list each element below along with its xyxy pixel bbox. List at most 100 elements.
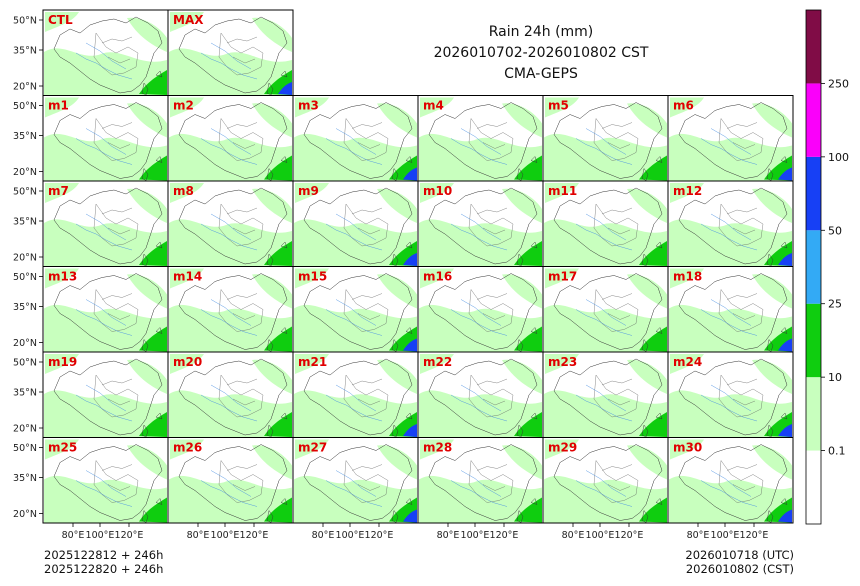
light-rain-area bbox=[127, 188, 167, 223]
heavy-rain-area bbox=[403, 167, 417, 181]
map-panel: m21 bbox=[292, 351, 419, 438]
latitude-ticks: 50°N 35°N 20°N 50°N 35°N 20°N 50°N 35°N 20°N 50°N… bbox=[13, 16, 43, 520]
lon-tick-label: 80°E bbox=[562, 530, 585, 541]
map-panel: m7 bbox=[42, 180, 169, 267]
light-rain-area bbox=[295, 439, 329, 460]
panel-label: MAX bbox=[173, 13, 204, 27]
light-rain-area bbox=[127, 17, 167, 52]
light-rain-area bbox=[419, 475, 542, 523]
light-rain-area bbox=[44, 475, 167, 523]
map-panel: m19 bbox=[42, 351, 169, 438]
title-line-1: Rain 24h (mm) bbox=[489, 24, 594, 40]
light-rain-area bbox=[502, 359, 542, 394]
light-rain-area bbox=[669, 219, 792, 266]
light-rain-area bbox=[44, 390, 167, 437]
colorbar-label: 100 bbox=[828, 151, 849, 164]
light-rain-area bbox=[419, 304, 542, 352]
colorbar-segment bbox=[806, 377, 821, 451]
light-rain-area bbox=[45, 439, 79, 460]
light-rain-area bbox=[502, 274, 542, 309]
light-rain-area bbox=[420, 183, 454, 203]
light-rain-area bbox=[295, 268, 329, 289]
lon-tick-label: 100°E bbox=[586, 530, 615, 541]
title-line-2: 2026010702-2026010802 CST bbox=[434, 45, 649, 61]
lon-tick-label: 100°E bbox=[211, 530, 240, 541]
colorbar-label: 50 bbox=[828, 224, 842, 237]
lat-tick-label: 35°N bbox=[13, 131, 37, 142]
light-rain-area bbox=[169, 48, 292, 95]
light-rain-area bbox=[44, 48, 167, 95]
heavy-rain-area bbox=[778, 253, 792, 266]
light-rain-area bbox=[544, 219, 667, 266]
map-panel: m17 bbox=[542, 266, 669, 353]
colorbar: 0.1 10 25 50 100 250 bbox=[805, 9, 849, 525]
panel-label: m27 bbox=[298, 441, 327, 455]
panel-grid: CTL MAX m1 m2 m3 m4 m5 m6 m7 m8 m9 m10 m11 m12 m13 m14 m… bbox=[42, 9, 794, 524]
light-rain-area bbox=[627, 274, 667, 309]
light-rain-area bbox=[169, 390, 292, 437]
panel-frame bbox=[667, 437, 794, 524]
lon-tick-label: 100°E bbox=[336, 530, 365, 541]
map-panel: m16 bbox=[417, 266, 544, 353]
lat-tick-label: 20°N bbox=[13, 509, 37, 520]
light-rain-area bbox=[170, 439, 204, 460]
lon-tick-label: 80°E bbox=[312, 530, 335, 541]
panel-label: m11 bbox=[548, 184, 577, 198]
light-rain-area bbox=[170, 354, 204, 374]
lon-tick-label: 120°E bbox=[365, 530, 394, 541]
colorbar-label: 25 bbox=[828, 298, 842, 311]
light-rain-area bbox=[295, 183, 329, 203]
panel-label: m25 bbox=[48, 441, 77, 455]
light-rain-area bbox=[45, 97, 79, 118]
light-rain-area bbox=[377, 274, 417, 309]
valid-cst: 2026010802 (CST) bbox=[685, 562, 794, 576]
light-rain-area bbox=[377, 188, 417, 223]
lon-tick-label: 100°E bbox=[461, 530, 490, 541]
lat-tick-label: 50°N bbox=[13, 16, 37, 27]
light-rain-area bbox=[170, 268, 204, 289]
map-panel: m30 bbox=[667, 437, 794, 524]
light-rain-area bbox=[669, 133, 792, 181]
light-rain-area bbox=[295, 354, 329, 374]
panel-label: m8 bbox=[173, 184, 194, 198]
heavy-rain-area bbox=[403, 424, 417, 437]
heavy-rain-area bbox=[403, 253, 417, 266]
light-rain-area bbox=[419, 219, 542, 266]
colorbar-label: 250 bbox=[828, 77, 849, 90]
light-rain-area bbox=[294, 133, 417, 181]
map-panel: m27 bbox=[292, 437, 419, 524]
light-rain-area bbox=[502, 445, 542, 480]
colorbar-frame bbox=[805, 9, 822, 525]
map-panel: m22 bbox=[417, 351, 544, 438]
colorbar-segment bbox=[806, 83, 821, 157]
colorbar-label: 0.1 bbox=[828, 445, 846, 458]
lat-tick-label: 35°N bbox=[13, 388, 37, 399]
panel-label: m1 bbox=[48, 99, 69, 113]
lon-tick-label: 80°E bbox=[437, 530, 460, 541]
heavy-rain-area bbox=[403, 509, 417, 523]
light-rain-area bbox=[127, 274, 167, 309]
light-rain-area bbox=[169, 475, 292, 523]
light-rain-area bbox=[127, 103, 167, 138]
map-panel: m3 bbox=[292, 95, 419, 182]
panel-label: m29 bbox=[548, 441, 577, 455]
light-rain-area bbox=[545, 183, 579, 203]
light-rain-area bbox=[752, 445, 792, 480]
valid-utc: 2026010718 (UTC) bbox=[685, 548, 794, 562]
light-rain-area bbox=[669, 390, 792, 437]
light-rain-area bbox=[170, 97, 204, 118]
map-panel: MAX bbox=[167, 9, 294, 96]
map-panel: CTL bbox=[42, 9, 169, 96]
lon-tick-label: 100°E bbox=[711, 530, 740, 541]
light-rain-area bbox=[669, 304, 792, 352]
light-rain-area bbox=[45, 183, 79, 203]
panel-label: m18 bbox=[673, 270, 702, 284]
light-rain-area bbox=[419, 390, 542, 437]
light-rain-area bbox=[170, 183, 204, 203]
heavy-rain-area bbox=[778, 167, 792, 181]
panel-label: m22 bbox=[423, 355, 452, 369]
light-rain-area bbox=[544, 390, 667, 437]
colorbar-segment bbox=[806, 230, 821, 304]
light-rain-area bbox=[169, 219, 292, 266]
light-rain-area bbox=[294, 219, 417, 266]
